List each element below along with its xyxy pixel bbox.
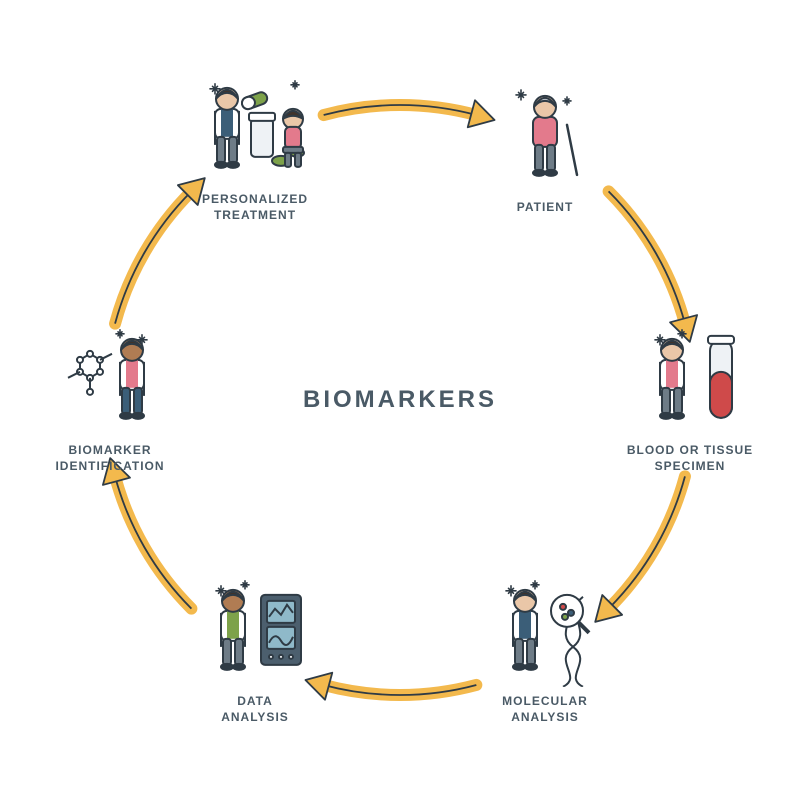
cycle-diagram: BIOMARKERS PATIENT bbox=[0, 0, 800, 800]
specimen-icon bbox=[630, 326, 750, 436]
cycle-node-biomarker: BIOMARKERIDENTIFICATION bbox=[10, 326, 210, 474]
treatment-icon bbox=[195, 75, 315, 185]
cycle-node-molecular: MOLECULARANALYSIS bbox=[445, 577, 645, 725]
node-label: PERSONALIZEDTREATMENT bbox=[155, 191, 355, 223]
node-label: BLOOD OR TISSUESPECIMEN bbox=[590, 442, 790, 474]
data-icon bbox=[195, 577, 315, 687]
molecular-icon bbox=[485, 577, 605, 687]
cycle-node-patient: PATIENT bbox=[445, 83, 645, 215]
biomarker-icon bbox=[50, 326, 170, 436]
patient-icon bbox=[485, 83, 605, 193]
cycle-node-specimen: BLOOD OR TISSUESPECIMEN bbox=[590, 326, 790, 474]
cycle-node-data: DATAANALYSIS bbox=[155, 577, 355, 725]
node-label: BIOMARKERIDENTIFICATION bbox=[10, 442, 210, 474]
node-label: PATIENT bbox=[445, 199, 645, 215]
node-label: MOLECULARANALYSIS bbox=[445, 693, 645, 725]
cycle-node-treatment: PERSONALIZEDTREATMENT bbox=[155, 75, 355, 223]
node-label: DATAANALYSIS bbox=[155, 693, 355, 725]
